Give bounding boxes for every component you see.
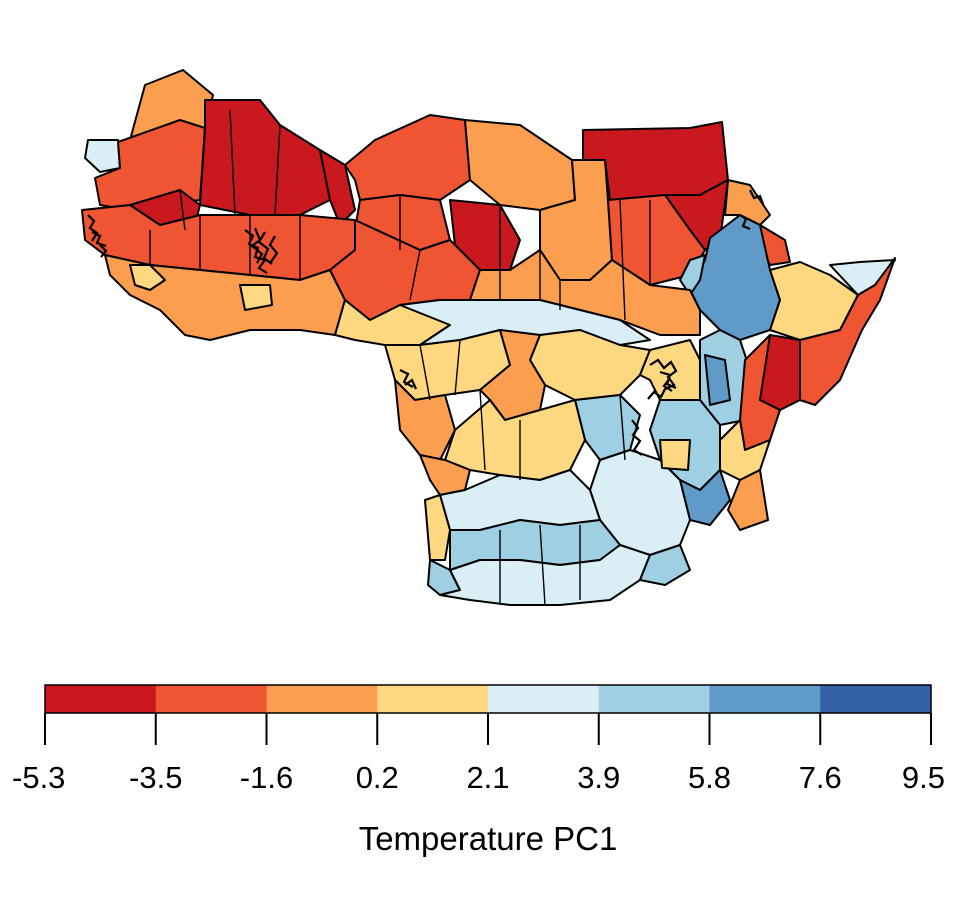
map-region — [129, 264, 166, 291]
legend-color-cell — [598, 685, 710, 713]
legend-ticks: -5.3 -3.5 -1.6 0.2 2.1 3.9 5.8 7.6 9.5 — [12, 713, 945, 795]
map-region — [727, 469, 769, 531]
map-region — [394, 379, 456, 461]
legend-color-cell — [488, 685, 600, 713]
map-region — [439, 544, 651, 606]
map-region — [799, 257, 896, 406]
legend-tick-label: 2.1 — [466, 760, 509, 795]
map-region — [319, 149, 356, 226]
legend-tick-label: 9.5 — [902, 760, 945, 795]
legend-color-cell — [820, 685, 932, 713]
legend-title: Temperature PC1 — [359, 820, 618, 857]
map-region — [639, 544, 691, 586]
map-region — [84, 139, 121, 173]
map-region — [104, 254, 346, 341]
legend-tick-label: 0.2 — [356, 760, 399, 795]
legend-tick-label: 5.8 — [688, 760, 731, 795]
legend-tick-label: 3.9 — [577, 760, 620, 795]
africa-map — [81, 69, 896, 606]
color-legend: -5.3 -3.5 -1.6 0.2 2.1 3.9 5.8 7.6 9.5 Temperatu… — [12, 684, 945, 857]
map-region — [704, 354, 731, 406]
map-region — [659, 439, 691, 471]
legend-tick-label: 7.6 — [799, 760, 842, 795]
legend-color-cell — [377, 685, 489, 713]
legend-color-cell — [155, 685, 267, 713]
map-region — [239, 284, 273, 311]
map-region — [344, 114, 471, 201]
legend-color-cell — [709, 685, 821, 713]
legend-tick-label: -3.5 — [129, 760, 182, 795]
map-region — [464, 119, 576, 211]
map-region — [199, 99, 331, 216]
legend-tick-label: -1.6 — [240, 760, 293, 795]
legend-color-cell — [45, 685, 157, 713]
dense-boundary-cluster — [87, 189, 765, 456]
map-region — [679, 254, 706, 296]
legend-color-cell — [266, 685, 378, 713]
legend-color-bar — [45, 685, 932, 713]
legend-tick-label: -5.3 — [12, 760, 65, 795]
map-region — [424, 494, 451, 561]
